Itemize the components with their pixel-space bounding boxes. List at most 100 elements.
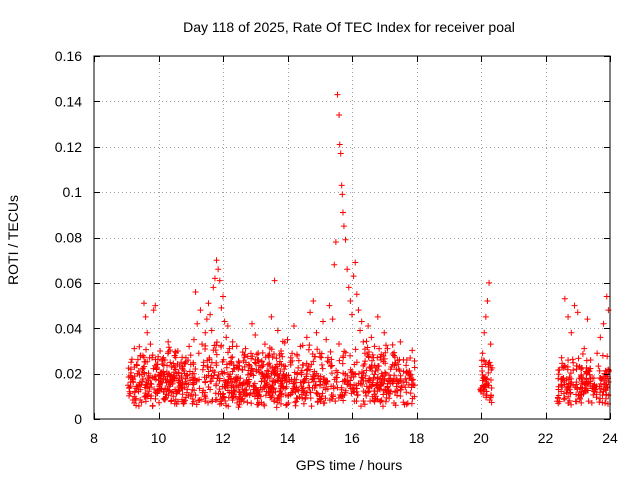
data-point [366, 364, 373, 371]
data-point [579, 378, 586, 385]
data-point [179, 391, 186, 398]
data-point [303, 367, 310, 374]
data-point [290, 322, 297, 329]
data-point [132, 395, 139, 402]
data-point [189, 396, 196, 403]
data-point [135, 403, 142, 410]
data-point [291, 386, 298, 393]
data-point [258, 399, 265, 406]
data-point [579, 350, 586, 357]
data-point [192, 366, 199, 373]
data-point [206, 354, 213, 361]
data-point [394, 357, 401, 364]
data-point [213, 339, 220, 346]
data-point [157, 385, 164, 392]
data-point [596, 374, 603, 381]
data-point [223, 361, 230, 368]
data-point [329, 316, 336, 323]
data-point [319, 318, 326, 325]
data-point [202, 342, 209, 349]
data-point [224, 322, 231, 329]
data-point [378, 357, 385, 364]
data-point [585, 398, 592, 405]
data-point [581, 345, 588, 352]
data-point [411, 393, 418, 400]
data-point [583, 376, 590, 383]
data-point [602, 386, 609, 393]
data-point [247, 370, 254, 377]
data-point [241, 352, 248, 359]
data-point [330, 393, 337, 400]
data-point [257, 393, 264, 400]
data-point [269, 382, 276, 389]
data-point [309, 376, 316, 383]
data-point [240, 398, 247, 405]
data-point [143, 392, 150, 399]
data-point [555, 392, 562, 399]
data-point [340, 397, 347, 404]
data-point [485, 360, 492, 367]
data-point [251, 380, 258, 387]
data-point [211, 369, 218, 376]
x-tick-label: 12 [215, 430, 231, 446]
data-point [259, 363, 266, 370]
data-point [310, 373, 317, 380]
data-point [328, 383, 335, 390]
data-point [168, 363, 175, 370]
data-point [300, 379, 307, 386]
data-point [599, 352, 606, 359]
data-point [411, 364, 418, 371]
data-point [229, 394, 236, 401]
data-point [560, 396, 567, 403]
data-point [182, 397, 189, 404]
data-point [182, 354, 189, 361]
data-point [319, 390, 326, 397]
y-tick-label: 0.06 [55, 275, 82, 291]
data-point [595, 363, 602, 370]
data-point [150, 307, 157, 314]
data-point [304, 366, 311, 373]
data-point [341, 348, 348, 355]
data-point [215, 371, 222, 378]
data-point [231, 387, 238, 394]
data-point [394, 392, 401, 399]
data-point [270, 369, 277, 376]
data-point [295, 357, 302, 364]
data-point [382, 370, 389, 377]
data-point [198, 396, 205, 403]
data-point [133, 402, 140, 409]
data-point [289, 357, 296, 364]
data-point [284, 336, 291, 343]
data-point [555, 375, 562, 382]
data-point [367, 398, 374, 405]
data-point [172, 348, 179, 355]
data-point [583, 357, 590, 364]
data-point [597, 395, 604, 402]
data-point [213, 351, 220, 358]
data-point [353, 385, 360, 392]
data-point [213, 380, 220, 387]
data-point [253, 384, 260, 391]
data-point [315, 375, 322, 382]
data-point [377, 398, 384, 405]
data-point [411, 357, 418, 364]
data-point [313, 329, 320, 336]
data-point [200, 359, 207, 366]
data-point [311, 368, 318, 375]
data-point [385, 378, 392, 385]
x-tick-label: 14 [280, 430, 296, 446]
data-point [319, 365, 326, 372]
data-point [221, 318, 228, 325]
data-point [204, 363, 211, 370]
data-point [222, 398, 229, 405]
data-point [391, 362, 398, 369]
data-point [347, 298, 354, 305]
data-point [307, 395, 314, 402]
data-point [410, 376, 417, 383]
data-point [195, 350, 202, 357]
data-point [555, 371, 562, 378]
data-point [318, 361, 325, 368]
data-point [334, 374, 341, 381]
data-point [216, 277, 223, 284]
data-point [192, 392, 199, 399]
